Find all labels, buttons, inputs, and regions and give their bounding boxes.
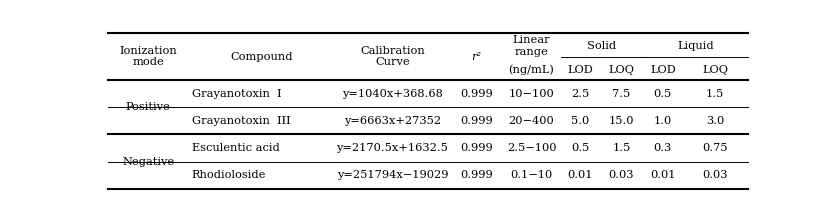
Text: Negative: Negative xyxy=(122,157,175,167)
Text: Compound: Compound xyxy=(230,51,292,62)
Text: 0.1−10: 0.1−10 xyxy=(510,170,553,180)
Text: Grayanotoxin  I: Grayanotoxin I xyxy=(192,89,281,99)
Text: y=1040x+368.68: y=1040x+368.68 xyxy=(342,89,443,99)
Text: 0.999: 0.999 xyxy=(460,143,493,153)
Text: 0.01: 0.01 xyxy=(650,170,676,180)
Text: Linear
range: Linear range xyxy=(513,35,550,57)
Text: LOD: LOD xyxy=(650,65,676,75)
Text: y=2170.5x+1632.5: y=2170.5x+1632.5 xyxy=(337,143,448,153)
Text: (ng/mL): (ng/mL) xyxy=(509,64,554,75)
Text: 15.0: 15.0 xyxy=(609,116,634,126)
Text: Grayanotoxin  III: Grayanotoxin III xyxy=(192,116,291,126)
Text: 7.5: 7.5 xyxy=(612,89,630,99)
Text: Solid: Solid xyxy=(588,41,616,51)
Text: Calibration
Curve: Calibration Curve xyxy=(360,46,425,67)
Text: 1.5: 1.5 xyxy=(706,89,725,99)
Text: 0.999: 0.999 xyxy=(460,116,493,126)
Text: 0.03: 0.03 xyxy=(702,170,728,180)
Text: r²: r² xyxy=(472,51,482,62)
Text: 0.75: 0.75 xyxy=(702,143,728,153)
Text: 2.5: 2.5 xyxy=(571,89,590,99)
Text: 0.5: 0.5 xyxy=(571,143,590,153)
Text: 0.3: 0.3 xyxy=(654,143,672,153)
Text: Rhodioloside: Rhodioloside xyxy=(192,170,266,180)
Text: y=6663x+27352: y=6663x+27352 xyxy=(344,116,441,126)
Text: 5.0: 5.0 xyxy=(571,116,590,126)
Text: 3.0: 3.0 xyxy=(706,116,725,126)
Text: 10−100: 10−100 xyxy=(509,89,554,99)
Text: LOQ: LOQ xyxy=(609,65,635,75)
Text: Positive: Positive xyxy=(126,102,170,112)
Text: Esculentic acid: Esculentic acid xyxy=(192,143,280,153)
Text: LOD: LOD xyxy=(567,65,593,75)
Text: 1.5: 1.5 xyxy=(612,143,630,153)
Text: 0.999: 0.999 xyxy=(460,170,493,180)
Text: 2.5−100: 2.5−100 xyxy=(507,143,556,153)
Text: y=251794x−19029: y=251794x−19029 xyxy=(337,170,448,180)
Text: LOQ: LOQ xyxy=(702,65,728,75)
Text: 0.01: 0.01 xyxy=(567,170,593,180)
Text: 1.0: 1.0 xyxy=(654,116,672,126)
Text: 0.5: 0.5 xyxy=(654,89,672,99)
Text: Ionization
mode: Ionization mode xyxy=(119,46,177,67)
Text: 0.03: 0.03 xyxy=(609,170,634,180)
Text: Liquid: Liquid xyxy=(677,41,714,51)
Text: 0.999: 0.999 xyxy=(460,89,493,99)
Text: 20−400: 20−400 xyxy=(509,116,554,126)
